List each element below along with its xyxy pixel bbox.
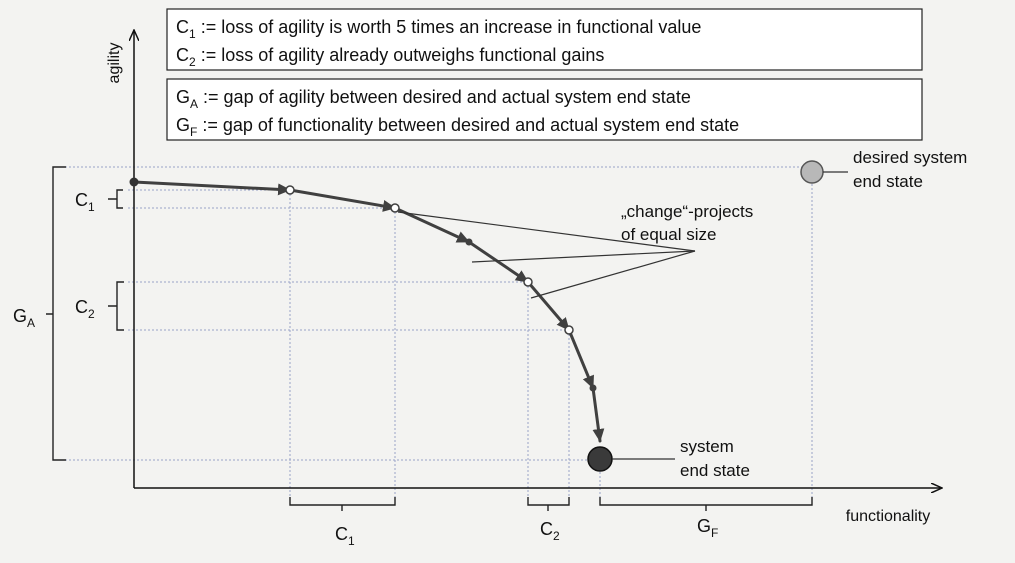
change-projects-pointers <box>397 211 696 299</box>
system-callout-line1: system <box>680 437 734 456</box>
guide-lines <box>53 166 813 498</box>
bracket-c1-bottom <box>289 497 396 511</box>
definition-gf: GF := gap of functionality between desir… <box>176 115 739 139</box>
desired-callout-line1: desired system <box>853 148 967 167</box>
definition-box-c <box>166 8 923 71</box>
desired-callout-line2: end state <box>853 172 923 191</box>
label-c2-bottom: C2 <box>540 519 560 543</box>
label-ga-left: GA <box>13 306 35 330</box>
definition-c2: C2 := loss of agility already outweighs … <box>176 45 604 69</box>
change-projects-line2: of equal size <box>621 225 716 244</box>
path-node <box>285 185 295 195</box>
definition-c1: C1 := loss of agility is worth 5 times a… <box>176 17 701 41</box>
path-node <box>390 203 400 213</box>
label-c1-left: C1 <box>75 190 95 214</box>
x-axis-label: functionality <box>846 508 931 525</box>
path-segment-7 <box>591 386 605 443</box>
change-projects-line1: „change“-projects <box>621 202 753 221</box>
bracket-c1-left <box>108 189 123 209</box>
path-segment-5 <box>526 280 571 332</box>
label-c1-bottom: C1 <box>335 524 355 548</box>
path-segment-1 <box>132 180 292 196</box>
label-gf-bottom: GF <box>697 516 718 540</box>
definition-box-g <box>166 78 923 141</box>
path-segment-2 <box>288 188 397 212</box>
path-node <box>564 325 574 335</box>
path-node <box>523 277 533 287</box>
bracket-gf-bottom <box>599 497 813 511</box>
path-nodes <box>129 177 597 392</box>
label-c2-left: C2 <box>75 297 95 321</box>
y-axis-label: agility <box>106 43 123 84</box>
bracket-c2-bottom <box>527 497 570 511</box>
path-node <box>589 384 597 392</box>
path-node <box>465 238 473 246</box>
bracket-c2-left <box>108 281 124 331</box>
definition-ga: GA := gap of agility between desired and… <box>176 87 691 111</box>
pointer-3 <box>530 250 696 299</box>
path-segment-6 <box>567 328 595 390</box>
pointer-2 <box>471 250 696 263</box>
desired-end-state-marker <box>800 160 824 184</box>
pointer-1 <box>397 211 696 252</box>
development-path <box>132 180 605 443</box>
system-end-state-marker <box>587 446 613 472</box>
path-segment-4 <box>467 240 530 284</box>
bracket-ga-left <box>46 166 66 461</box>
path-node-start <box>129 177 139 187</box>
system-callout-line2: end state <box>680 461 750 480</box>
